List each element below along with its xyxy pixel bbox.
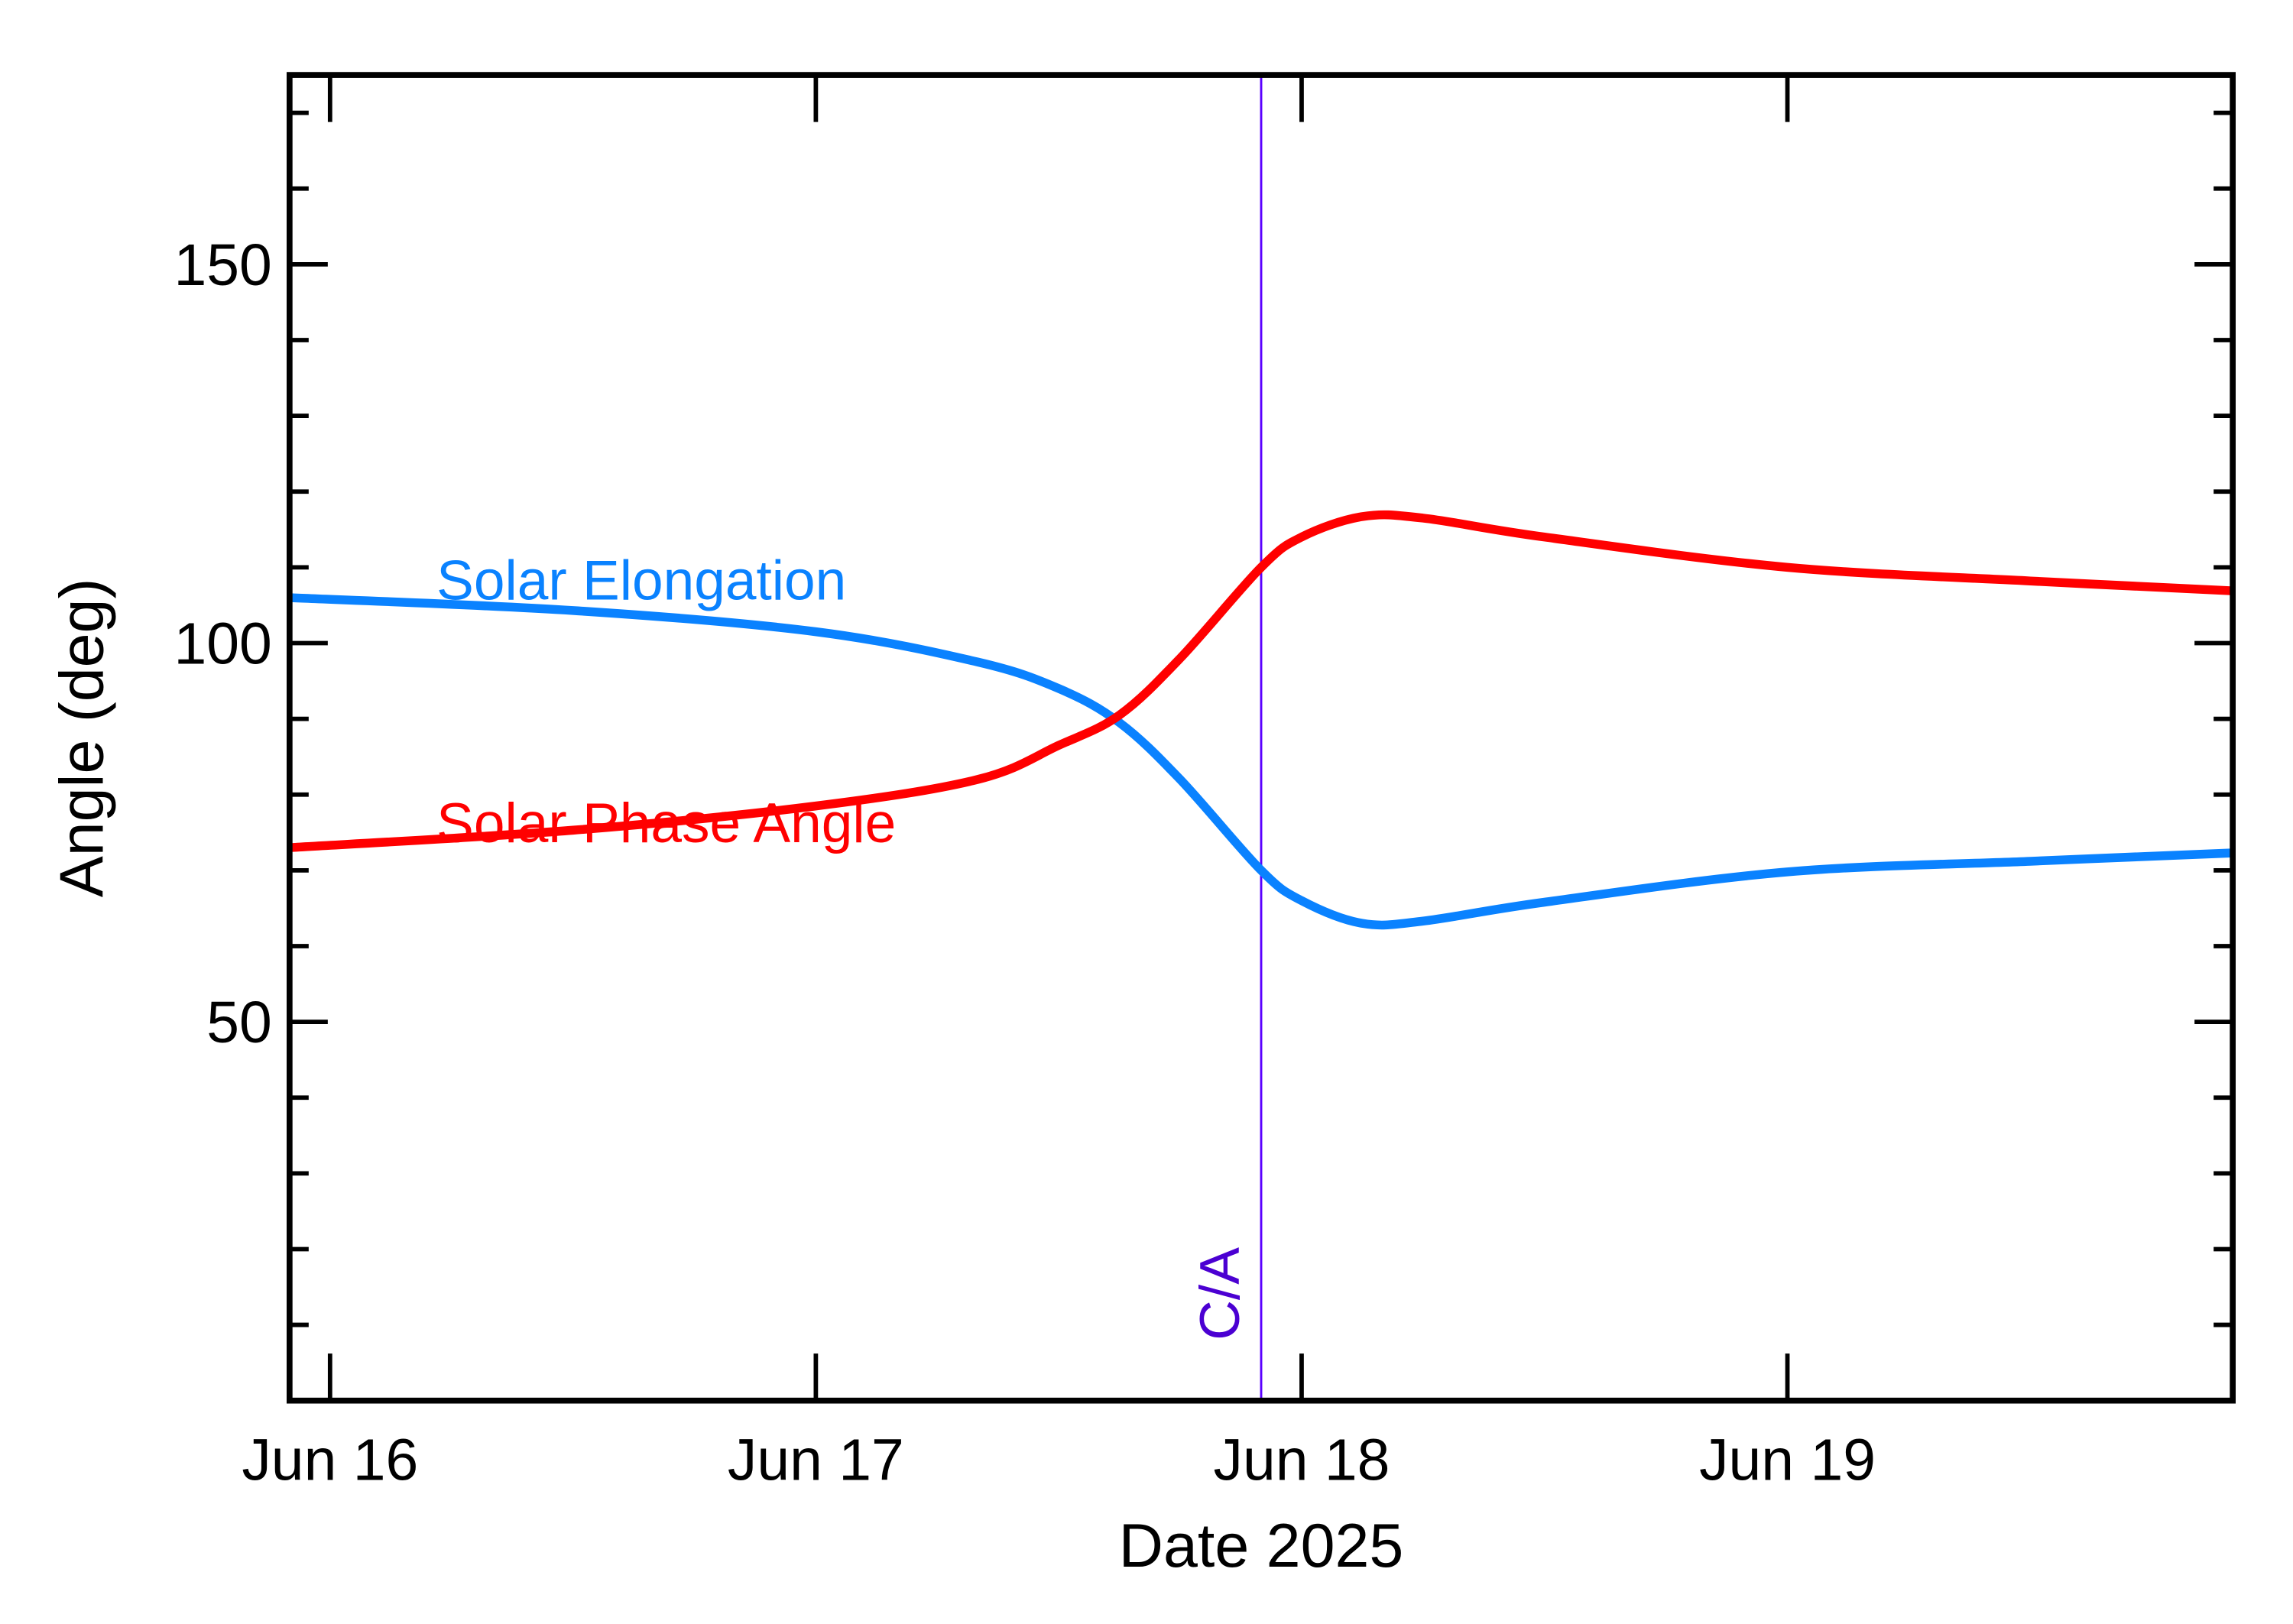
x-tick-label: Jun 17 <box>728 1428 904 1493</box>
series-label-solar-phase-angle: Solar Phase Angle <box>436 793 896 854</box>
x-axis-label: Date 2025 <box>1119 1512 1404 1580</box>
series-line-solar-phase-angle <box>289 510 2233 852</box>
y-tick-label: 50 <box>206 990 272 1055</box>
plot-frame <box>287 72 2236 1404</box>
closest-approach-label: C/A <box>1189 1247 1251 1340</box>
y-tick-label: 100 <box>174 611 271 676</box>
x-tick-label: Jun 16 <box>242 1428 418 1493</box>
series-group <box>289 510 2233 930</box>
y-tick-label: 150 <box>174 232 271 298</box>
tick-labels: 50 100 150 Jun 16 Jun 17 Jun 18 Jun 19 <box>174 232 1876 1493</box>
series-line-solar-elongation <box>289 593 2233 930</box>
series-label-solar-elongation: Solar Elongation <box>436 550 846 612</box>
x-tick-label: Jun 19 <box>1699 1428 1876 1493</box>
x-tick-label: Jun 18 <box>1214 1428 1390 1493</box>
axis-ticks <box>289 75 2233 1401</box>
y-axis-label: Angle (deg) <box>48 579 117 897</box>
